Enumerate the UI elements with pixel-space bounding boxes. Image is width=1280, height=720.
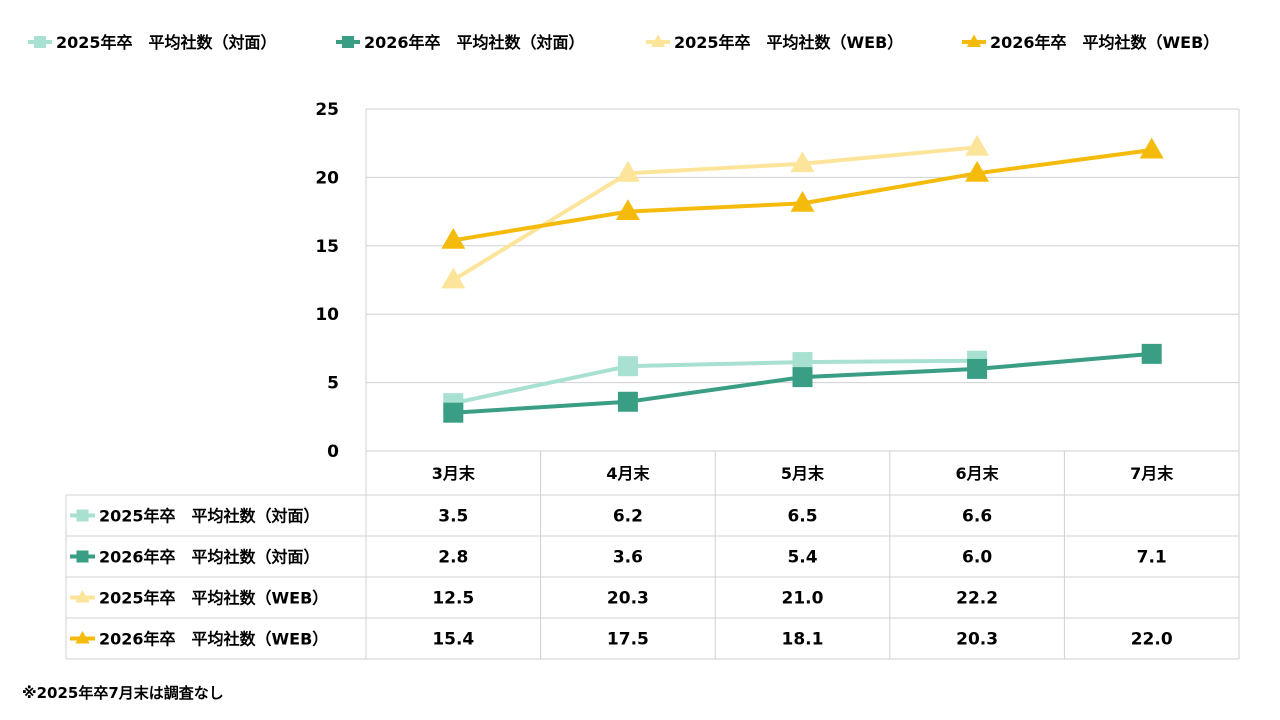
- table-legend-marker: [75, 590, 90, 603]
- x-category-label: 7月末: [1130, 464, 1174, 483]
- table-cell-value: 22.2: [956, 589, 998, 609]
- data-point: [790, 190, 815, 212]
- table-cell-value: 12.5: [432, 589, 474, 609]
- data-point: [965, 134, 990, 156]
- table-cell-value: 5.4: [787, 548, 817, 568]
- x-category-label: 3月末: [432, 464, 476, 483]
- y-tick-label: 10: [315, 305, 339, 325]
- legend-label: 2026年卒 平均社数（WEB）: [990, 33, 1219, 52]
- series-line: [452, 358, 978, 406]
- table-cell-value: 21.0: [782, 589, 824, 609]
- data-point: [617, 356, 638, 377]
- data-point: [792, 352, 813, 373]
- y-tick-label: 5: [327, 374, 339, 394]
- data-point: [443, 402, 464, 423]
- series-line: [452, 145, 978, 282]
- table-cell-value: 20.3: [956, 630, 998, 650]
- data-point: [1139, 137, 1164, 159]
- data-point: [615, 160, 640, 182]
- data-point: [965, 160, 990, 182]
- table-cell-value: 7.1: [1137, 548, 1167, 568]
- table-cell-value: 17.5: [607, 630, 649, 650]
- table-row-label: 2026年卒 平均社数（対面）: [99, 548, 320, 567]
- y-tick-label: 0: [327, 442, 339, 462]
- legend-label: 2025年卒 平均社数（WEB）: [674, 33, 903, 52]
- table-row-label: 2025年卒 平均社数（WEB）: [99, 589, 328, 608]
- y-tick-label: 20: [315, 168, 339, 188]
- table-cell-value: 6.2: [613, 507, 643, 527]
- data-point: [790, 151, 815, 173]
- table-row-label: 2025年卒 平均社数（対面）: [99, 507, 320, 526]
- legend-label: 2026年卒 平均社数（対面）: [364, 33, 585, 52]
- legend-marker: [34, 36, 46, 48]
- data-point: [967, 358, 988, 379]
- legend-marker: [342, 36, 354, 48]
- data-point: [617, 391, 638, 412]
- y-tick-label: 15: [315, 237, 339, 257]
- table-cell-value: 6.6: [962, 507, 992, 527]
- legend-marker: [966, 34, 982, 48]
- table-cell-value: 15.4: [432, 630, 474, 650]
- table-legend-marker: [75, 631, 90, 644]
- table-cell-value: 3.5: [438, 507, 468, 527]
- x-category-label: 6月末: [956, 464, 1000, 483]
- legend-marker: [650, 34, 666, 48]
- table-cell-value: 6.0: [962, 548, 992, 568]
- data-point: [441, 227, 466, 249]
- table-cell-value: 2.8: [438, 548, 468, 568]
- table-legend-marker: [76, 550, 89, 563]
- data-point: [441, 267, 466, 289]
- table-cell-value: 22.0: [1131, 630, 1173, 650]
- x-category-label: 4月末: [606, 464, 650, 483]
- footnote: ※2025年卒7月末は調査なし: [22, 684, 224, 702]
- x-category-label: 5月末: [781, 464, 825, 483]
- table-legend-marker: [76, 509, 89, 522]
- table-cell-value: 18.1: [782, 630, 824, 650]
- table-cell-value: 6.5: [787, 507, 817, 527]
- data-point: [615, 199, 640, 220]
- data-point: [792, 367, 813, 388]
- table-cell-value: 3.6: [613, 548, 643, 568]
- table-row-label: 2026年卒 平均社数（WEB）: [99, 630, 328, 649]
- data-point: [1141, 343, 1162, 364]
- table-cell-value: 20.3: [607, 589, 649, 609]
- legend-label: 2025年卒 平均社数（対面）: [56, 33, 277, 52]
- y-tick-label: 25: [315, 100, 339, 120]
